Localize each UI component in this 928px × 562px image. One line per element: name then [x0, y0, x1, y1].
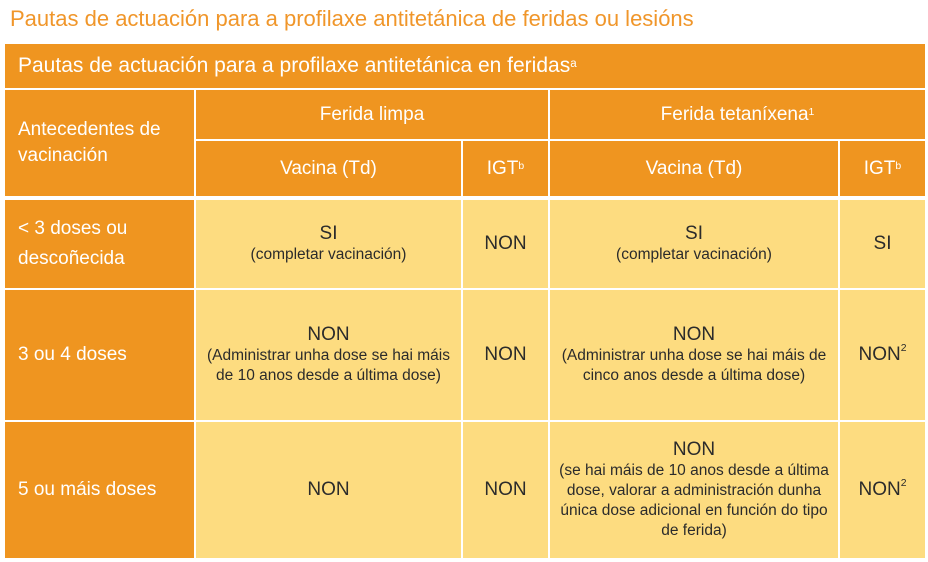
header-limpa-igt: IGT b [463, 141, 548, 196]
row-label-text: 5 ou máis doses [18, 479, 157, 500]
cell-main-text: NON [484, 233, 527, 254]
cell-note-text: (Administrar unha dose se hai máis de 10… [207, 347, 450, 384]
cell-r2-tet-vacina: NON (Administrar unha dose se hai máis d… [550, 290, 838, 420]
cell-r2-limpa-igt: NON [463, 290, 548, 420]
cell-main-text: NON2 [858, 343, 907, 366]
header-ferida-limpa: Ferida limpa [196, 90, 548, 139]
cell-main-value: NON [858, 479, 901, 500]
cell-main-text: NON [672, 439, 716, 460]
cell-main-text: NON [307, 479, 350, 500]
cell-r2-limpa-vacina: NON (Administrar unha dose se hai máis d… [196, 290, 461, 420]
table-banner: Pautas de actuación para a profilaxe ant… [5, 44, 925, 88]
cell-main-text: NON [307, 324, 350, 345]
header-ferida-tetanixena: Ferida tetaníxena 1 [550, 90, 925, 139]
cell-main-text: NON2 [858, 478, 907, 501]
row-label-5-or-more: 5 ou máis doses [5, 422, 194, 558]
cell-main-text: NON [672, 324, 716, 345]
page-title: Pautas de actuación para a profilaxe ant… [10, 6, 694, 31]
cell-main-text: NON [484, 479, 527, 500]
cell-r3-limpa-vacina: NON [196, 422, 461, 558]
cell-main-value: NON [858, 344, 901, 365]
cell-r2-tet-igt: NON2 [840, 290, 925, 420]
cell-note-text: (completar vacinación) [616, 246, 772, 263]
header-antecedentes: Antecedentes de vacinación [5, 90, 194, 196]
prophylaxis-table: Pautas de actuación para a profilaxe ant… [5, 44, 925, 558]
cell-footnote: 2 [900, 343, 907, 355]
cell-main-text: SI [319, 223, 338, 244]
header-limpa-vacina-label: Vacina (Td) [280, 157, 377, 179]
row-label-under-3: < 3 doses ou descoñecida [5, 200, 194, 288]
header-antecedentes-label: Antecedentes de vacinación [18, 119, 161, 166]
cell-r3-limpa-igt: NON [463, 422, 548, 558]
cell-main-text: NON [484, 344, 527, 365]
row-label-text: 3 ou 4 doses [18, 344, 127, 365]
cell-r1-tet-igt: SI [840, 200, 925, 288]
cell-r3-tet-igt: NON2 [840, 422, 925, 558]
banner-text: Pautas de actuación para a profilaxe ant… [18, 54, 571, 77]
cell-r1-tet-vacina: SI (completar vacinación) [550, 200, 838, 288]
cell-note-text: (Administrar unha dose se hai máis de ci… [561, 347, 827, 384]
header-tet-vacina: Vacina (Td) [550, 141, 838, 196]
cell-main-value: SI [873, 233, 892, 254]
cell-note-text: (se hai máis de 10 anos desde a última d… [559, 462, 829, 539]
cell-main-text: SI [874, 233, 892, 255]
cell-note-text: (completar vacinación) [250, 246, 407, 263]
header-limpa-vacina: Vacina (Td) [196, 141, 461, 196]
header-ferida-limpa-label: Ferida limpa [319, 103, 425, 125]
cell-footnote: 2 [900, 478, 907, 490]
cell-r1-limpa-vacina: SI (completar vacinación) [196, 200, 461, 288]
row-label-text: < 3 doses ou descoñecida [18, 218, 128, 269]
header-ferida-tetanixena-label: Ferida tetaníxena [660, 103, 809, 125]
cell-r3-tet-vacina: NON (se hai máis de 10 anos desde a últi… [550, 422, 838, 558]
header-limpa-igt-label: IGT [486, 157, 519, 179]
header-tet-igt: IGT b [840, 141, 925, 196]
header-tet-vacina-label: Vacina (Td) [645, 157, 743, 179]
row-label-3-or-4: 3 ou 4 doses [5, 290, 194, 420]
cell-main-text: SI [685, 223, 703, 244]
header-tet-igt-label: IGT [863, 157, 896, 179]
cell-r1-limpa-igt: NON [463, 200, 548, 288]
